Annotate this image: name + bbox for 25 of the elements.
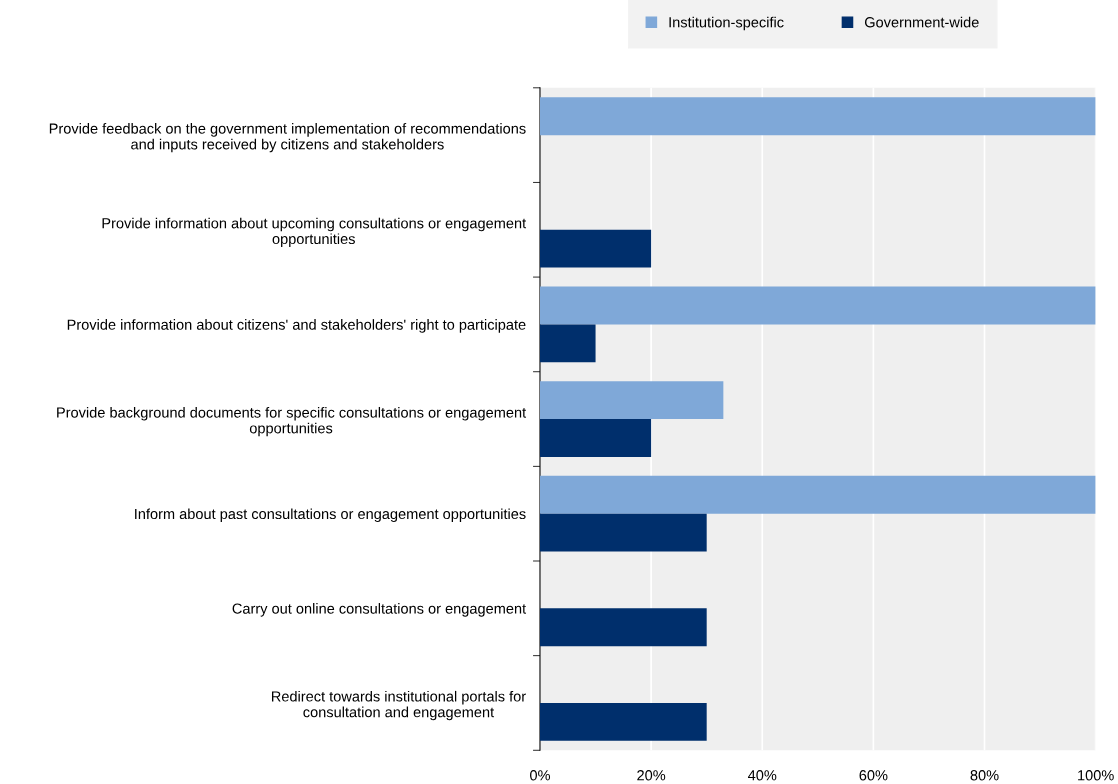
y-tick-label: Redirect towards institutional portals for consultation and engagement	[272, 690, 526, 721]
x-tick-label: 20%	[637, 770, 666, 781]
y-tick-label: Provide background documents for specific consultations or engagement opportunities	[57, 406, 527, 437]
x-tick-label: 40%	[747, 770, 777, 781]
x-tick-label: 60%	[859, 770, 888, 781]
bar	[539, 381, 724, 420]
x-tick-label: 0%	[530, 770, 551, 781]
y-tick-label: Provide information about citizens' and stakeholders' right to participate	[67, 319, 526, 333]
bar	[539, 286, 1096, 325]
bar	[539, 702, 707, 741]
x-tick-label: 80%	[970, 770, 999, 781]
legend-label: Institution-specific	[669, 16, 784, 31]
y-tick-label: Provide feedback on the government implementation of recommendations and inputs received by citizens and stakeholders	[49, 123, 526, 153]
legend-label: Government-wide	[864, 16, 979, 28]
x-tick-label: 100%	[1078, 770, 1114, 781]
bar	[539, 475, 1096, 514]
bar	[539, 608, 707, 647]
bar	[539, 324, 596, 363]
y-tick-label: Carry out online consultations or engagement	[232, 603, 527, 617]
bar	[539, 419, 652, 457]
bar	[539, 97, 1096, 136]
y-tick-label: Provide information about upcoming consultations or engagement opportunities	[102, 217, 527, 247]
bar	[539, 229, 652, 268]
bar	[539, 513, 707, 552]
y-tick-label: Inform about past consultations or engagement opportunities	[135, 508, 526, 522]
